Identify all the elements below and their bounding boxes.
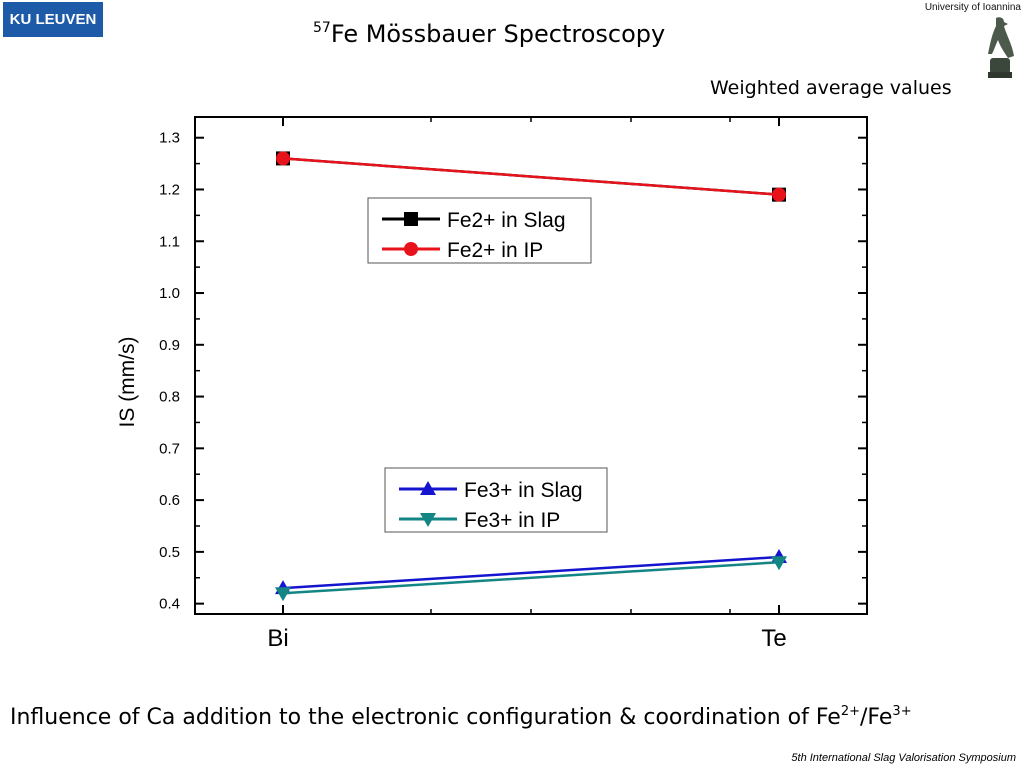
x-tick-label: Te: [761, 625, 786, 652]
series-line: [282, 555, 780, 590]
y-tick-label: 0.5: [159, 544, 180, 561]
series-line: [282, 157, 780, 196]
data-point: [772, 187, 786, 202]
footer-note: 5th International Slag Valorisation Symp…: [791, 752, 1016, 764]
y-tick-label: 1.1: [159, 233, 180, 250]
y-tick-label: 0.9: [159, 337, 180, 354]
legend-label: Fe2+ in Slag: [447, 209, 566, 232]
legend-label: Fe3+ in IP: [464, 509, 560, 532]
plot-frame: [194, 116, 868, 615]
y-axis-label: IS (mm/s): [116, 337, 139, 428]
university-label: University of Ioannina: [924, 2, 1021, 13]
y-tick-label: 0.4: [159, 596, 180, 613]
y-tick-label: 1.2: [159, 181, 180, 198]
caption-sup-1: 2+: [840, 704, 861, 719]
legend-label: Fe3+ in Slag: [464, 479, 583, 502]
y-tick-label: 0.7: [159, 440, 180, 457]
title-isotope: 57: [313, 20, 331, 36]
legend-marker: [404, 242, 418, 256]
legend-marker: [420, 513, 436, 527]
y-tick-label: 0.8: [159, 389, 180, 406]
ku-leuven-logo: KU LEUVEN: [3, 2, 103, 37]
x-tick-label: Bi: [267, 625, 288, 652]
data-point: [275, 587, 291, 602]
legend-marker: [420, 481, 436, 495]
data-point: [276, 151, 290, 166]
page-title: 57Fe Mössbauer Spectroscopy: [313, 20, 665, 48]
title-text: Fe Mössbauer Spectroscopy: [330, 20, 666, 48]
caption-text: Influence of Ca addition to the electron…: [10, 705, 841, 730]
legend-marker: [404, 212, 418, 226]
y-tick-label: 1.3: [159, 130, 180, 147]
series-line: [282, 560, 780, 595]
page-subtitle: Weighted average values: [710, 77, 952, 99]
caption-sup-2: 3+: [892, 704, 912, 719]
y-tick-label: 0.6: [159, 492, 180, 509]
legend-label: Fe2+ in IP: [447, 239, 543, 262]
legend-box: [384, 467, 608, 533]
data-point: [771, 556, 787, 571]
eagle-statue-icon: [988, 17, 1014, 78]
caption-mid: /Fe: [860, 705, 893, 730]
slide-caption: Influence of Ca addition to the electron…: [10, 704, 912, 730]
y-tick-label: 1.0: [159, 285, 180, 302]
